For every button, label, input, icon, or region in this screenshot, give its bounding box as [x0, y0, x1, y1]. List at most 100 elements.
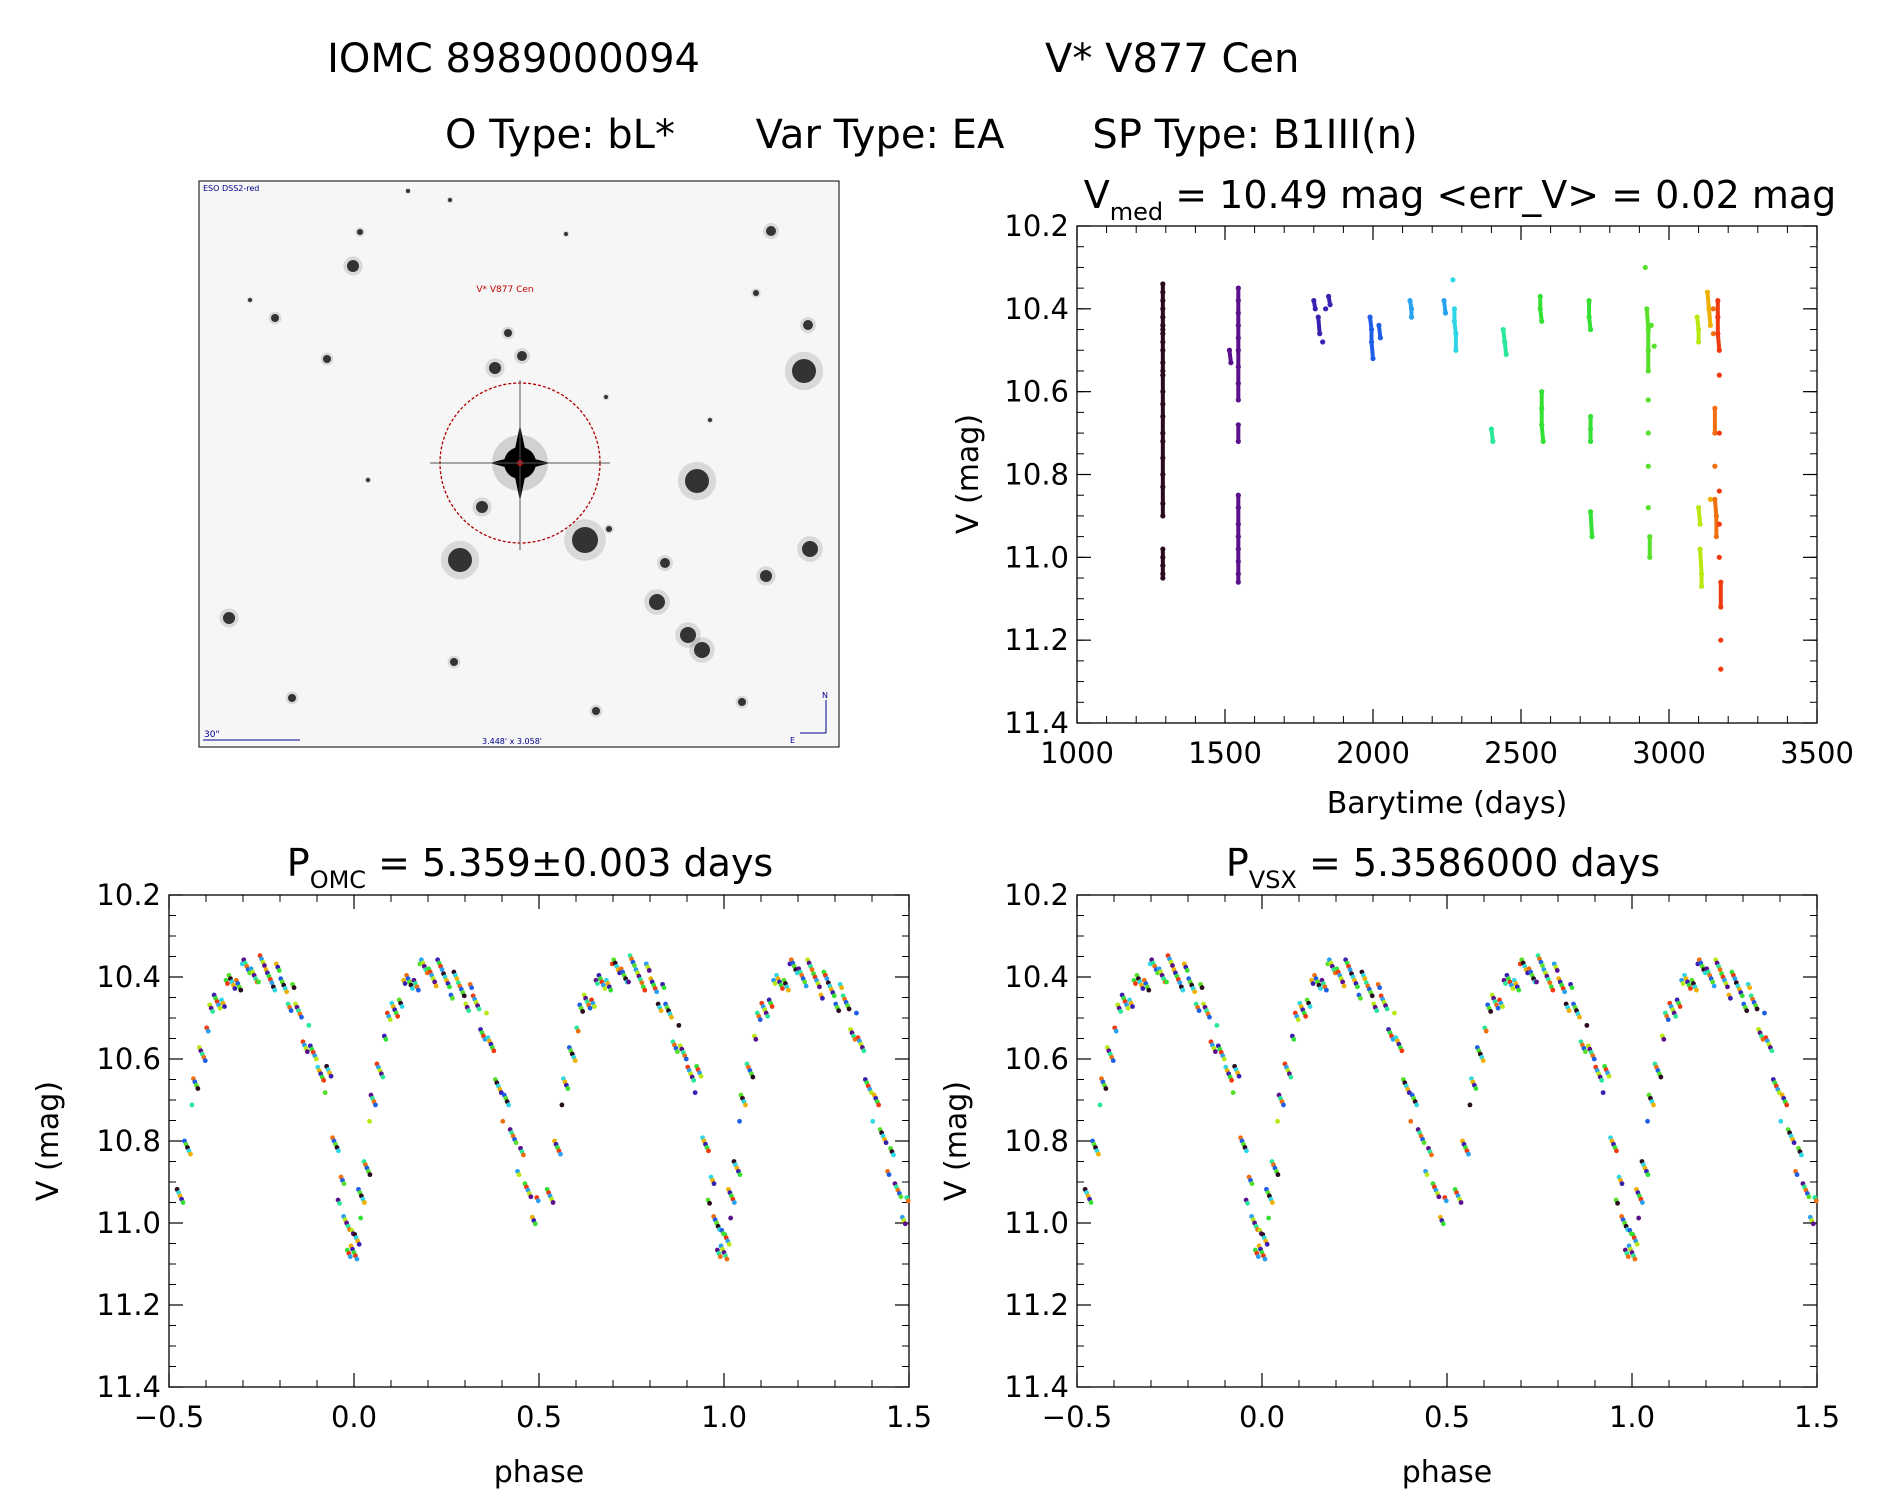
phase-point [1680, 981, 1686, 986]
phase-point [1577, 1014, 1582, 1020]
phase-point [402, 981, 408, 986]
star [694, 642, 710, 658]
phase-point [1229, 1077, 1235, 1083]
star [649, 594, 665, 610]
phase-point [256, 979, 261, 985]
phase-vsx-ytick-label: 11.4 [1004, 1370, 1069, 1404]
phase-point [692, 1090, 698, 1096]
phase-point [1550, 987, 1556, 993]
phase-point [336, 1148, 341, 1154]
star [288, 694, 296, 702]
phase-omc-xtick-label: 1.0 [701, 1400, 747, 1434]
light-curve-streak [1712, 497, 1719, 518]
light-curve-streak [1706, 306, 1713, 328]
light-curve-point [1160, 326, 1166, 333]
light-curve-xtick-label: 3500 [1780, 736, 1854, 770]
phase-point [535, 1198, 541, 1204]
phase-point [691, 1077, 697, 1083]
star [504, 329, 512, 337]
star-halo [440, 540, 480, 580]
phase-point [575, 1028, 581, 1034]
phase-point [1275, 1118, 1280, 1124]
star [606, 526, 612, 532]
phase-point [737, 1118, 742, 1124]
phase-point [383, 1036, 389, 1042]
light-curve-point [1450, 277, 1456, 283]
phase-point [750, 1074, 756, 1080]
phase-point [1399, 1048, 1405, 1054]
phase-point [1661, 1036, 1667, 1042]
phase-point [831, 993, 837, 999]
light-curve-point [1710, 331, 1716, 337]
phase-point [1677, 1004, 1683, 1009]
phase-point [1318, 986, 1323, 991]
phase-point [836, 1008, 842, 1014]
phase-point [399, 1004, 405, 1009]
phase-point [341, 1181, 347, 1187]
light-curve-streak [1696, 505, 1703, 527]
phase-point [410, 986, 415, 991]
phase-point [698, 1073, 704, 1079]
phase-point [1443, 1198, 1449, 1204]
phase-omc-xtick-label: 1.5 [886, 1400, 932, 1434]
light-curve-streak [1489, 426, 1495, 444]
phase-point [1288, 1074, 1294, 1080]
phase-point [1615, 1200, 1620, 1206]
phase-omc-panel: POMC = 5.359±0.003 days phase V (mag) −0… [31, 841, 932, 1490]
phase-point [1424, 1172, 1430, 1178]
phase-point [1170, 963, 1175, 968]
light-curve-ytick-label: 10.2 [1004, 209, 1069, 243]
phase-point [1554, 968, 1560, 973]
phase-vsx-ytick-label: 11.0 [1004, 1206, 1069, 1240]
star [357, 229, 363, 235]
phase-point [1625, 1254, 1631, 1260]
light-curve-title: Vmed = 10.49 mag <err_V> = 0.02 mag [1084, 173, 1837, 226]
light-curve-point [1323, 306, 1329, 312]
phase-point [1794, 1172, 1800, 1178]
phase-point [1249, 1181, 1255, 1187]
phase-point [521, 1152, 526, 1158]
star-halo [706, 416, 714, 424]
phase-point [1358, 995, 1363, 1001]
phase-omc-xtick-label: −0.5 [134, 1400, 204, 1434]
phase-point [222, 1004, 227, 1009]
light-curve-streak [1227, 348, 1233, 365]
phase-point [876, 1102, 882, 1108]
phase-point [669, 1014, 674, 1020]
phase-point [898, 1194, 904, 1200]
light-curve-streak [1311, 298, 1318, 311]
phase-point [1599, 1077, 1605, 1083]
light-curve-streak [1368, 315, 1374, 332]
star [792, 359, 816, 383]
header-sptype: SP Type: B1III(n) [1092, 112, 1417, 158]
star [366, 478, 370, 482]
phase-point [717, 1254, 723, 1260]
phase-point [1236, 1073, 1242, 1079]
star-halo [268, 311, 282, 325]
phase-point [1562, 989, 1568, 995]
light-curve-panel: Vmed = 10.49 mag <err_V> = 0.02 mag Bary… [951, 173, 1854, 821]
phase-point [559, 1102, 565, 1108]
phase-point [1275, 1172, 1281, 1178]
phase-point [707, 1200, 712, 1206]
phase-point [210, 1009, 216, 1014]
star-halo [404, 187, 412, 195]
phase-point [269, 980, 275, 986]
phase-point [1184, 968, 1190, 973]
phase-point [757, 1017, 763, 1023]
phase-point [1665, 1017, 1671, 1023]
phase-point [1747, 985, 1753, 991]
phase-point [1392, 1010, 1397, 1016]
phase-omc-ytick-label: 10.6 [96, 1042, 161, 1076]
phase-vsx-ytick-label: 10.6 [1004, 1042, 1069, 1076]
phase-point [288, 1008, 294, 1014]
compass-icon [800, 700, 827, 734]
phase-point [1739, 993, 1745, 999]
phase-point [654, 989, 660, 995]
phase-point [1791, 1140, 1797, 1146]
star-halo [677, 461, 717, 501]
phase-point [802, 979, 808, 985]
phase-point [565, 1086, 571, 1091]
phase-point [753, 1036, 759, 1042]
phase-point [1540, 963, 1545, 968]
